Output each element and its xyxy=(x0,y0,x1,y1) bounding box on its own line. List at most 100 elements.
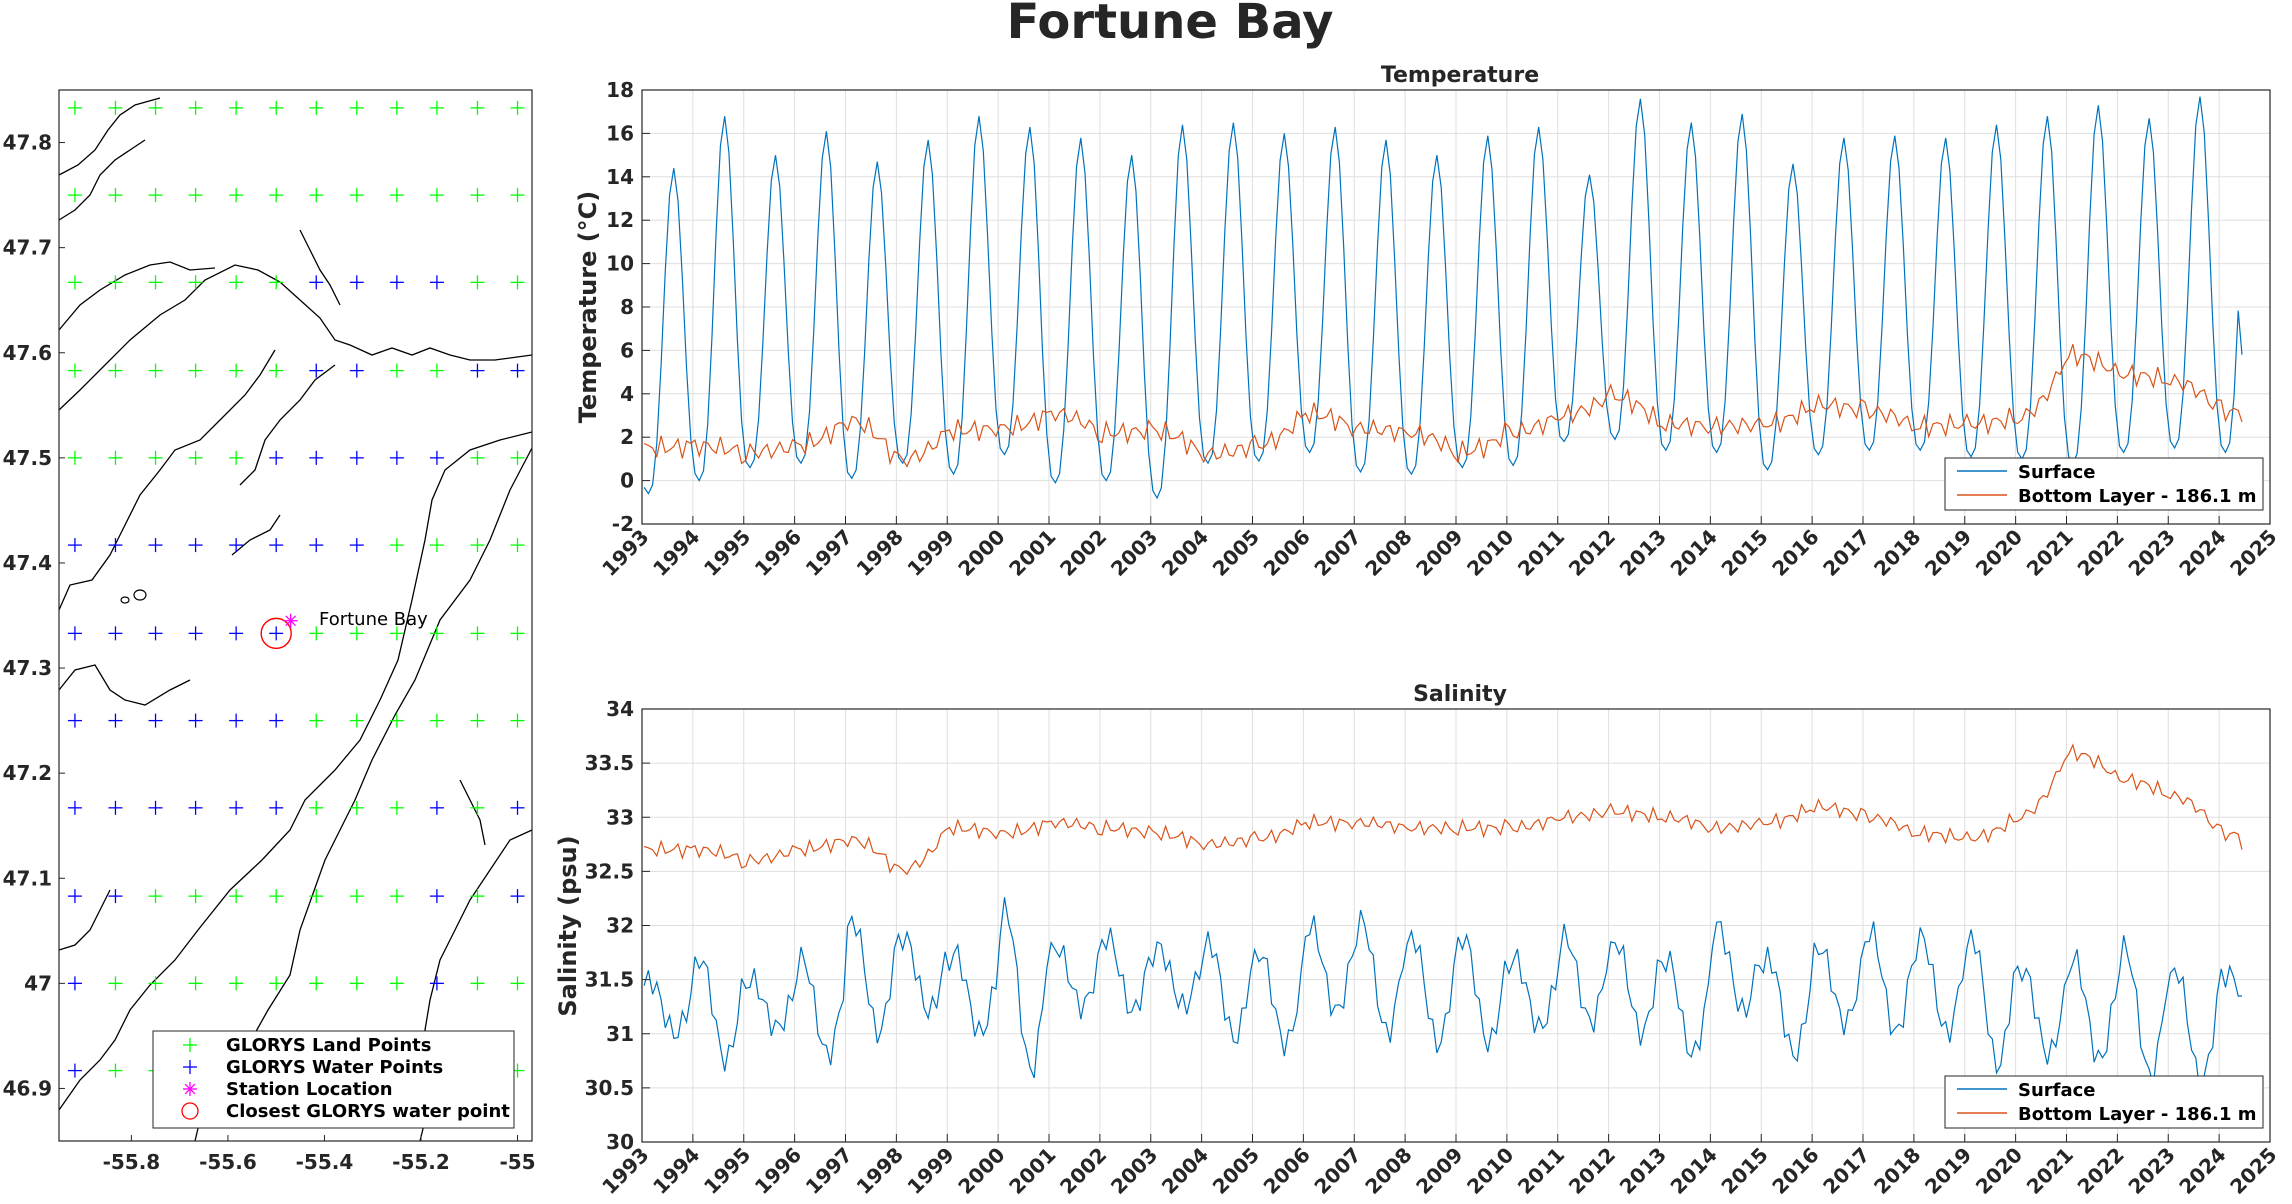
glorys-land-point xyxy=(470,889,485,904)
glorys-water-point xyxy=(309,363,324,378)
map-x-tick-label: -55.4 xyxy=(296,1150,354,1174)
glorys-water-point xyxy=(229,800,244,815)
coastline-segment xyxy=(58,664,191,706)
glorys-water-point xyxy=(349,363,364,378)
glorys-water-point xyxy=(309,450,324,465)
y-tick-label: 32.5 xyxy=(585,859,634,883)
glorys-land-point xyxy=(510,713,525,728)
glorys-water-point xyxy=(229,626,244,641)
map-y-tick-label: 46.9 xyxy=(3,1076,52,1100)
y-tick-label: 12 xyxy=(606,208,634,232)
glorys-land-point xyxy=(108,976,123,991)
map-y-tick-label: 47 xyxy=(24,971,52,995)
glorys-land-point xyxy=(269,100,284,115)
y-tick-label: 34 xyxy=(606,697,634,721)
map-x-tick-label: -55.6 xyxy=(199,1150,257,1174)
glorys-land-point xyxy=(470,100,485,115)
glorys-land-point xyxy=(67,275,82,290)
y-tick-label: 6 xyxy=(620,338,634,362)
glorys-water-point xyxy=(349,538,364,553)
glorys-land-point xyxy=(429,100,444,115)
glorys-land-point xyxy=(309,713,324,728)
glorys-water-point xyxy=(67,626,82,641)
station-label: Fortune Bay xyxy=(319,609,428,630)
glorys-land-point xyxy=(389,538,404,553)
glorys-water-point xyxy=(309,538,324,553)
coastline-segment xyxy=(58,264,533,411)
coastline-segment xyxy=(58,431,533,1111)
glorys-land-point xyxy=(349,976,364,991)
glorys-water-point xyxy=(269,450,284,465)
glorys-water-point xyxy=(229,538,244,553)
glorys-water-point xyxy=(67,1063,82,1078)
glorys-water-point xyxy=(269,626,284,641)
station-marker xyxy=(283,613,298,628)
y-tick-label: 14 xyxy=(606,165,634,189)
glorys-land-point xyxy=(148,100,163,115)
glorys-land-point xyxy=(389,188,404,203)
map-legend-label: Closest GLORYS water point xyxy=(226,1101,510,1122)
glorys-land-point xyxy=(349,713,364,728)
map-legend-label: GLORYS Land Points xyxy=(226,1035,432,1056)
map-y-tick-label: 47.8 xyxy=(3,131,52,155)
glorys-water-point xyxy=(67,976,82,991)
glorys-land-point xyxy=(510,538,525,553)
map-legend-label: Station Location xyxy=(226,1079,393,1100)
glorys-water-point xyxy=(108,626,123,641)
map-y-tick-label: 47.7 xyxy=(3,236,52,260)
glorys-land-point xyxy=(188,100,203,115)
glorys-land-point xyxy=(429,538,444,553)
glorys-land-point xyxy=(229,275,244,290)
glorys-land-point xyxy=(309,626,324,641)
coastline-segment xyxy=(299,229,341,306)
surface-series-line xyxy=(643,96,2243,500)
glorys-land-point xyxy=(148,275,163,290)
glorys-water-point xyxy=(269,800,284,815)
glorys-land-point xyxy=(269,363,284,378)
glorys-land-point xyxy=(309,800,324,815)
glorys-land-point xyxy=(67,450,82,465)
glorys-water-point xyxy=(269,538,284,553)
glorys-water-point xyxy=(67,713,82,728)
glorys-land-point xyxy=(229,976,244,991)
glorys-land-point xyxy=(510,976,525,991)
y-tick-label: 2 xyxy=(620,425,634,449)
figure-title: Fortune Bay xyxy=(1007,0,1334,50)
y-tick-label: 30.5 xyxy=(585,1076,634,1100)
glorys-land-point xyxy=(108,1063,123,1078)
glorys-water-point xyxy=(269,713,284,728)
glorys-land-point xyxy=(470,188,485,203)
glorys-land-point xyxy=(309,976,324,991)
temperature-legend-bottom: Bottom Layer - 186.1 m xyxy=(2018,486,2257,507)
glorys-land-point xyxy=(188,188,203,203)
glorys-land-point xyxy=(148,363,163,378)
y-tick-label: 10 xyxy=(606,252,634,276)
glorys-land-point xyxy=(349,188,364,203)
glorys-land-point xyxy=(67,363,82,378)
glorys-water-point xyxy=(429,976,444,991)
glorys-land-point xyxy=(510,275,525,290)
glorys-land-point xyxy=(188,976,203,991)
glorys-water-point xyxy=(67,538,82,553)
glorys-land-point xyxy=(510,626,525,641)
y-tick-label: 30 xyxy=(606,1130,634,1154)
glorys-water-point xyxy=(229,713,244,728)
glorys-land-point xyxy=(229,363,244,378)
glorys-water-point xyxy=(510,363,525,378)
glorys-land-point xyxy=(510,100,525,115)
glorys-water-point xyxy=(188,713,203,728)
coastline-segment xyxy=(231,514,281,556)
glorys-water-point xyxy=(510,800,525,815)
glorys-water-point xyxy=(429,800,444,815)
y-tick-label: 8 xyxy=(620,295,634,319)
bottom-layer-series-line xyxy=(643,743,2243,876)
glorys-land-point xyxy=(349,626,364,641)
glorys-land-point xyxy=(470,713,485,728)
glorys-land-point xyxy=(389,363,404,378)
glorys-land-point xyxy=(269,976,284,991)
glorys-water-point xyxy=(188,538,203,553)
map-y-tick-label: 47.5 xyxy=(3,446,52,470)
map-axes-box xyxy=(58,89,533,1142)
salinity-ylabel: Salinity (psu) xyxy=(554,835,582,1016)
